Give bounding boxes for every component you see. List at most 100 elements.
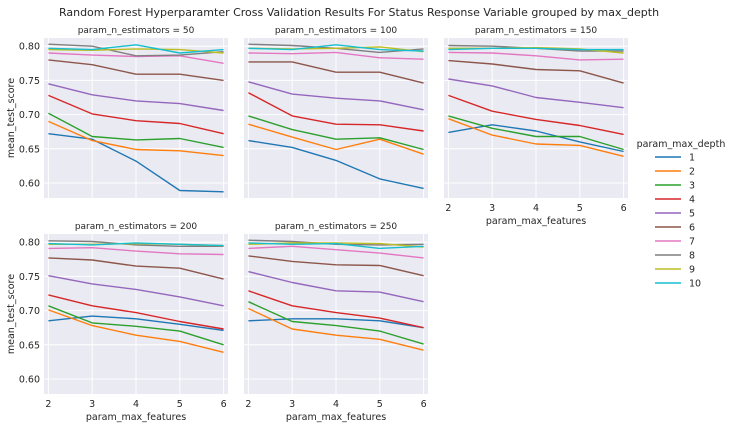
- facet-panel: param_n_estimators = 50 0.60 0.65 0.70 0.75 0…: [6, 26, 228, 198]
- series-line-4: [48, 294, 224, 330]
- series-line-10: [248, 44, 424, 52]
- x-tick-label: 3: [489, 203, 495, 214]
- x-tick-label: 6: [221, 399, 227, 410]
- series-line-7: [248, 51, 424, 60]
- series-line-1: [248, 318, 424, 329]
- legend-label: 2: [689, 167, 695, 178]
- series-line-1: [448, 124, 624, 153]
- series-line-3: [248, 115, 424, 151]
- series-line-1: [248, 139, 424, 190]
- series-line-3: [48, 305, 224, 346]
- legend-label: 9: [689, 265, 695, 276]
- facet-title: param_n_estimators = 50: [78, 26, 195, 36]
- series-line-6: [248, 255, 424, 277]
- series-line-10: [48, 242, 224, 247]
- series-line-5: [48, 275, 224, 307]
- series-line-10: [448, 47, 624, 51]
- series-line-8: [48, 240, 224, 248]
- series-line-7: [448, 51, 624, 61]
- x-tick-label: 5: [377, 399, 383, 410]
- x-tick-label: 6: [421, 399, 427, 410]
- x-tick-label: 2: [245, 399, 251, 410]
- legend-item: 4: [655, 195, 695, 206]
- facet-title: param_n_estimators = 200: [75, 222, 198, 232]
- x-tick-label: 2: [445, 203, 451, 214]
- y-tick-label: 0.70: [19, 110, 40, 121]
- x-tick-label: 2: [45, 399, 51, 410]
- series-line-3: [448, 115, 624, 151]
- legend-item: 8: [655, 251, 695, 262]
- x-tick-label: 4: [133, 399, 139, 410]
- y-tick-label: 0.75: [19, 76, 40, 87]
- series-line-2: [448, 118, 624, 157]
- x-tick-label: 5: [577, 203, 583, 214]
- series-line-6: [48, 59, 224, 82]
- series-line-4: [248, 290, 424, 329]
- series-line-6: [448, 59, 624, 84]
- legend-item: 10: [655, 279, 701, 290]
- series-line-4: [48, 94, 224, 135]
- series-line-7: [48, 52, 224, 64]
- legend-label: 3: [689, 181, 695, 192]
- x-tick-label: 4: [333, 399, 339, 410]
- series-line-2: [48, 309, 224, 353]
- facet-panel: param_n_estimators = 150 2 3 4 5 6 param_max_f…: [444, 26, 628, 227]
- series-line-7: [248, 245, 424, 259]
- series-line-1: [48, 133, 224, 193]
- series-line-5: [448, 78, 624, 109]
- legend-label: 7: [689, 237, 695, 248]
- legend-item: 1: [655, 153, 695, 164]
- facet-panel: param_n_estimators = 100: [244, 26, 428, 198]
- facet-panel: param_n_estimators = 250 2 3 4 5 6 param_max_f…: [244, 222, 428, 423]
- y-tick-label: 0.70: [19, 306, 40, 317]
- x-tick-label: 5: [177, 399, 183, 410]
- legend: param_max_depth 1 2 3 4 5 6 7 8 9 10: [637, 139, 726, 290]
- x-tick-label: 3: [89, 399, 95, 410]
- series-line-5: [248, 270, 424, 303]
- series-line-10: [48, 44, 224, 54]
- y-tick-label: 0.60: [19, 374, 40, 385]
- series-line-5: [48, 83, 224, 112]
- legend-label: 5: [689, 209, 695, 220]
- y-axis-label: mean_test_score: [6, 78, 17, 158]
- legend-item: 7: [655, 237, 695, 248]
- series-line-2: [248, 123, 424, 155]
- x-tick-label: 6: [621, 203, 627, 214]
- legend-item: 6: [655, 223, 695, 234]
- legend-item: 9: [655, 265, 695, 276]
- series-line-5: [248, 81, 424, 111]
- facets: param_n_estimators = 50 0.60 0.65 0.70 0.75 0…: [6, 26, 628, 423]
- series-line-9: [48, 48, 224, 54]
- facet-title: param_n_estimators = 150: [475, 26, 598, 36]
- x-axis-label: param_max_features: [286, 412, 386, 423]
- series-line-2: [248, 307, 424, 351]
- facet-title: param_n_estimators = 250: [275, 222, 398, 232]
- facet-panel: param_n_estimators = 200 0.60 0.65 0.70 0.75…: [6, 222, 228, 423]
- legend-label: 1: [689, 153, 695, 164]
- legend-item: 5: [655, 209, 695, 220]
- y-tick-label: 0.65: [19, 340, 40, 351]
- legend-item: 2: [655, 167, 695, 178]
- series-line-6: [248, 61, 424, 84]
- series-line-8: [48, 43, 224, 57]
- legend-title: param_max_depth: [637, 139, 726, 150]
- legend-label: 10: [689, 279, 701, 290]
- legend-label: 6: [689, 223, 695, 234]
- y-tick-label: 0.75: [19, 272, 40, 283]
- x-tick-label: 3: [289, 399, 295, 410]
- series-line-3: [48, 112, 224, 149]
- series-line-4: [448, 94, 624, 136]
- x-axis-label: param_max_features: [486, 216, 586, 227]
- series-line-2: [48, 120, 224, 157]
- series-line-7: [48, 246, 224, 256]
- facet-title: param_n_estimators = 100: [275, 26, 398, 36]
- y-tick-label: 0.60: [19, 178, 40, 189]
- legend-label: 8: [689, 251, 695, 262]
- y-tick-label: 0.65: [19, 144, 40, 155]
- series-line-10: [248, 242, 424, 250]
- y-tick-label: 0.80: [19, 238, 40, 249]
- series-line-6: [48, 257, 224, 280]
- legend-item: 3: [655, 181, 695, 192]
- y-tick-label: 0.80: [19, 42, 40, 53]
